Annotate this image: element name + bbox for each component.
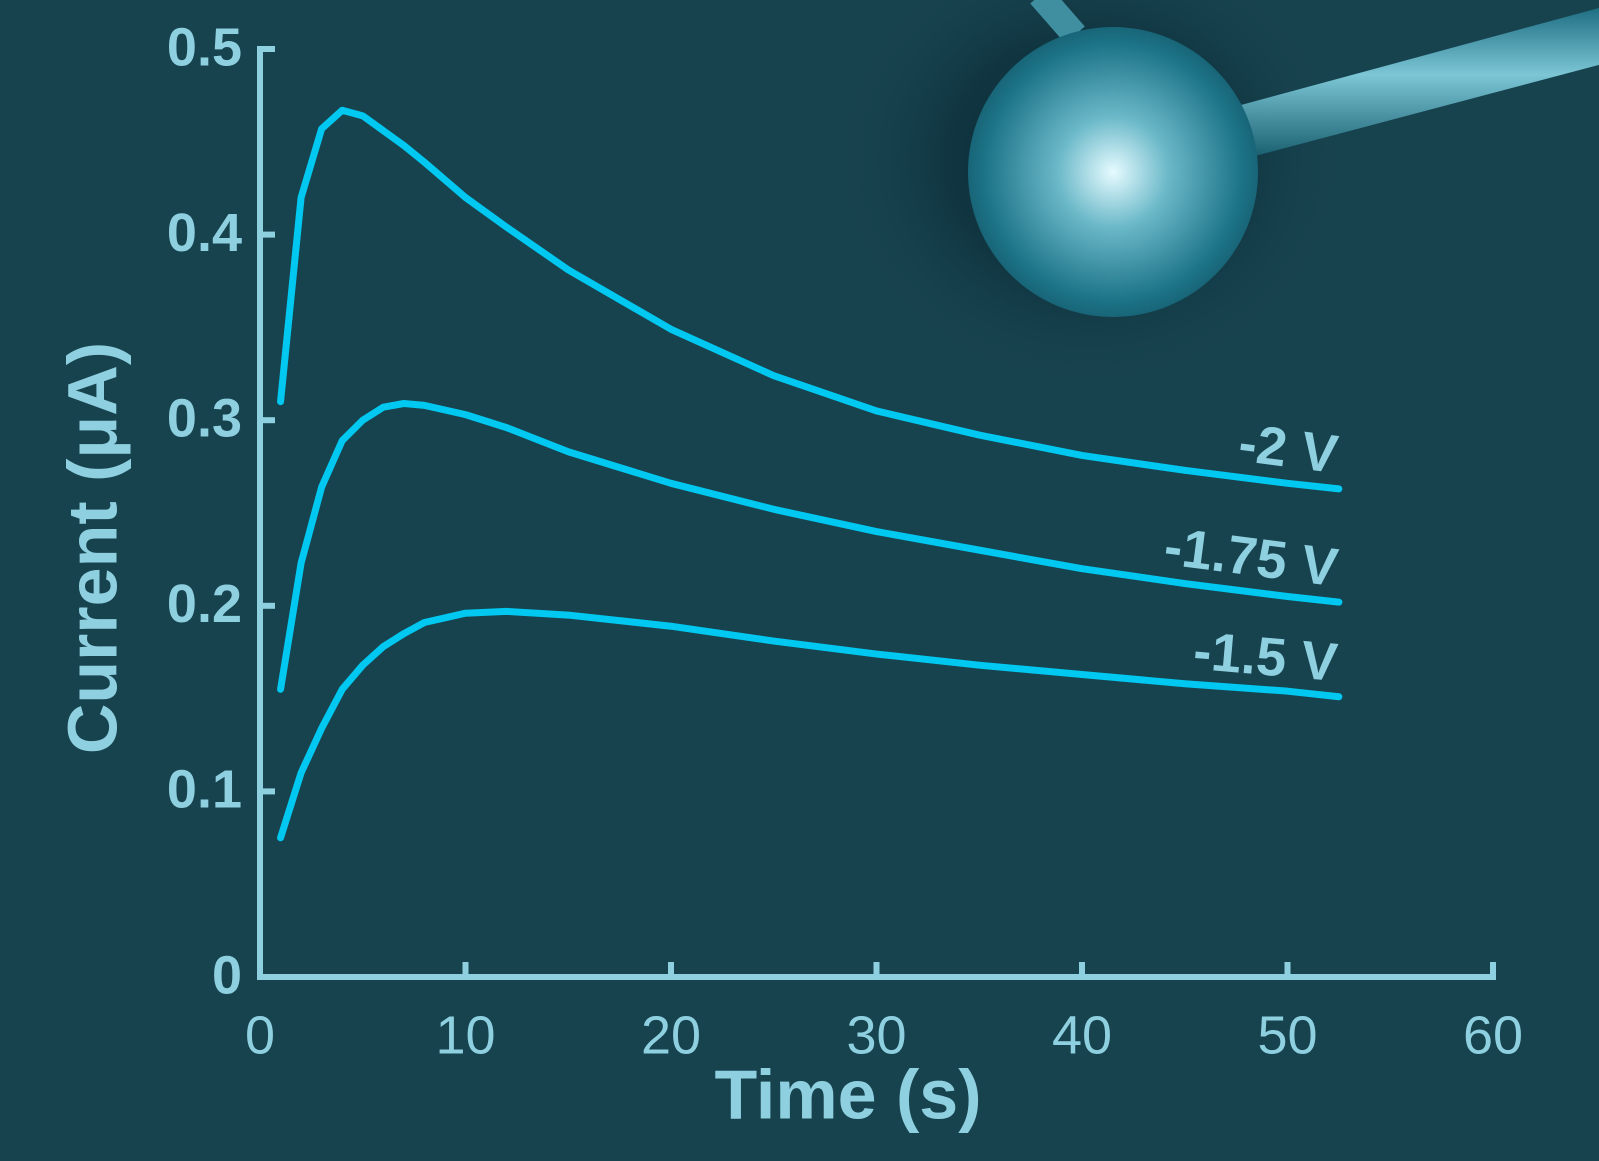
x-tick-label: 40 (1052, 1005, 1112, 1065)
x-tick-label: 30 (846, 1005, 906, 1065)
x-tick-label: 10 (435, 1005, 495, 1065)
decoration (830, 0, 1599, 390)
x-tick-label: 0 (245, 1005, 275, 1065)
y-tick-label: 0.5 (167, 17, 242, 77)
y-tick-label: 0.3 (167, 388, 242, 448)
x-axis-title: Time (s) (714, 1055, 981, 1133)
series-line (277, 607, 1343, 842)
y-tick-label: 0.2 (167, 574, 242, 634)
series-line (277, 399, 1343, 693)
x-tick-label: 50 (1257, 1005, 1317, 1065)
series-line (277, 106, 1343, 493)
plot-area: 00.10.20.30.40.50 10 20 30 40 50 60-2 V-1.75 V… (167, 17, 1523, 1065)
y-tick-label: 0 (212, 945, 242, 1005)
series-label: -1.5 V (1191, 621, 1340, 693)
x-tick-label: 20 (641, 1005, 701, 1065)
y-axis-title: Current (μA) (53, 342, 131, 754)
y-tick-label: 0.1 (167, 760, 242, 820)
y-tick-label: 0.4 (167, 203, 242, 263)
series-label: -2 V (1235, 413, 1341, 485)
x-tick-label: 60 (1463, 1005, 1523, 1065)
